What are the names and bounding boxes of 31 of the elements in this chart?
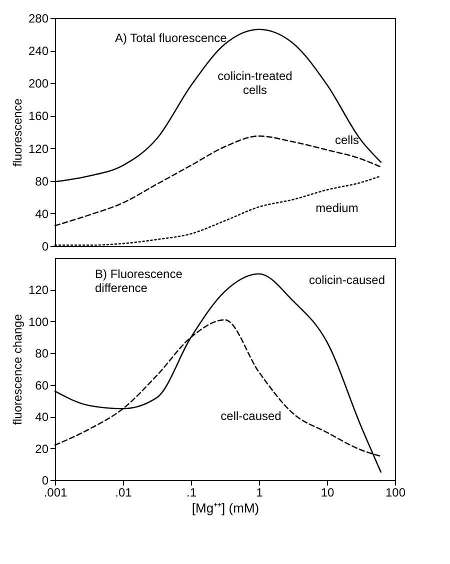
y-tick-label: 100 <box>28 314 49 329</box>
y-tick-label: 120 <box>28 283 49 298</box>
series-label: colicin-caused <box>308 273 386 287</box>
series-label: cells <box>334 133 360 147</box>
y-axis-title: fluorescence change <box>10 314 24 425</box>
x-tick-label: .1 <box>186 486 197 500</box>
y-tick-label: 40 <box>35 206 49 221</box>
x-axis-title: [Mg⁺⁺] (mM) <box>192 500 260 516</box>
y-tick-label: 0 <box>42 474 49 488</box>
y-tick-label: 240 <box>28 44 49 58</box>
x-tick-label: .01 <box>115 486 132 500</box>
y-tick-label: 20 <box>35 442 49 456</box>
x-tick-label: 100 <box>385 486 406 500</box>
series-label: medium <box>316 201 358 215</box>
y-tick-label: 80 <box>35 174 49 188</box>
x-tick-label: 10 <box>320 486 334 500</box>
y-tick-label: 160 <box>28 109 49 124</box>
series-label: cell-caused <box>220 409 282 423</box>
y-tick-label: 40 <box>35 410 49 424</box>
y-axis-title: fluorescence <box>10 98 24 167</box>
y-tick-label: 120 <box>28 142 49 156</box>
y-tick-label: 200 <box>28 76 49 91</box>
series-label: colicin-treated cells <box>218 69 292 97</box>
y-tick-label: 280 <box>28 12 49 26</box>
annotation: B) Fluorescence difference <box>95 267 183 295</box>
y-tick-label: 60 <box>35 378 49 392</box>
x-tick-label: 1 <box>256 486 264 500</box>
y-tick-label: 80 <box>35 346 49 361</box>
annotation: A) Total fluorescence <box>115 31 228 45</box>
y-tick-label: 0 <box>42 240 49 254</box>
x-tick-label: .001 <box>44 486 68 500</box>
